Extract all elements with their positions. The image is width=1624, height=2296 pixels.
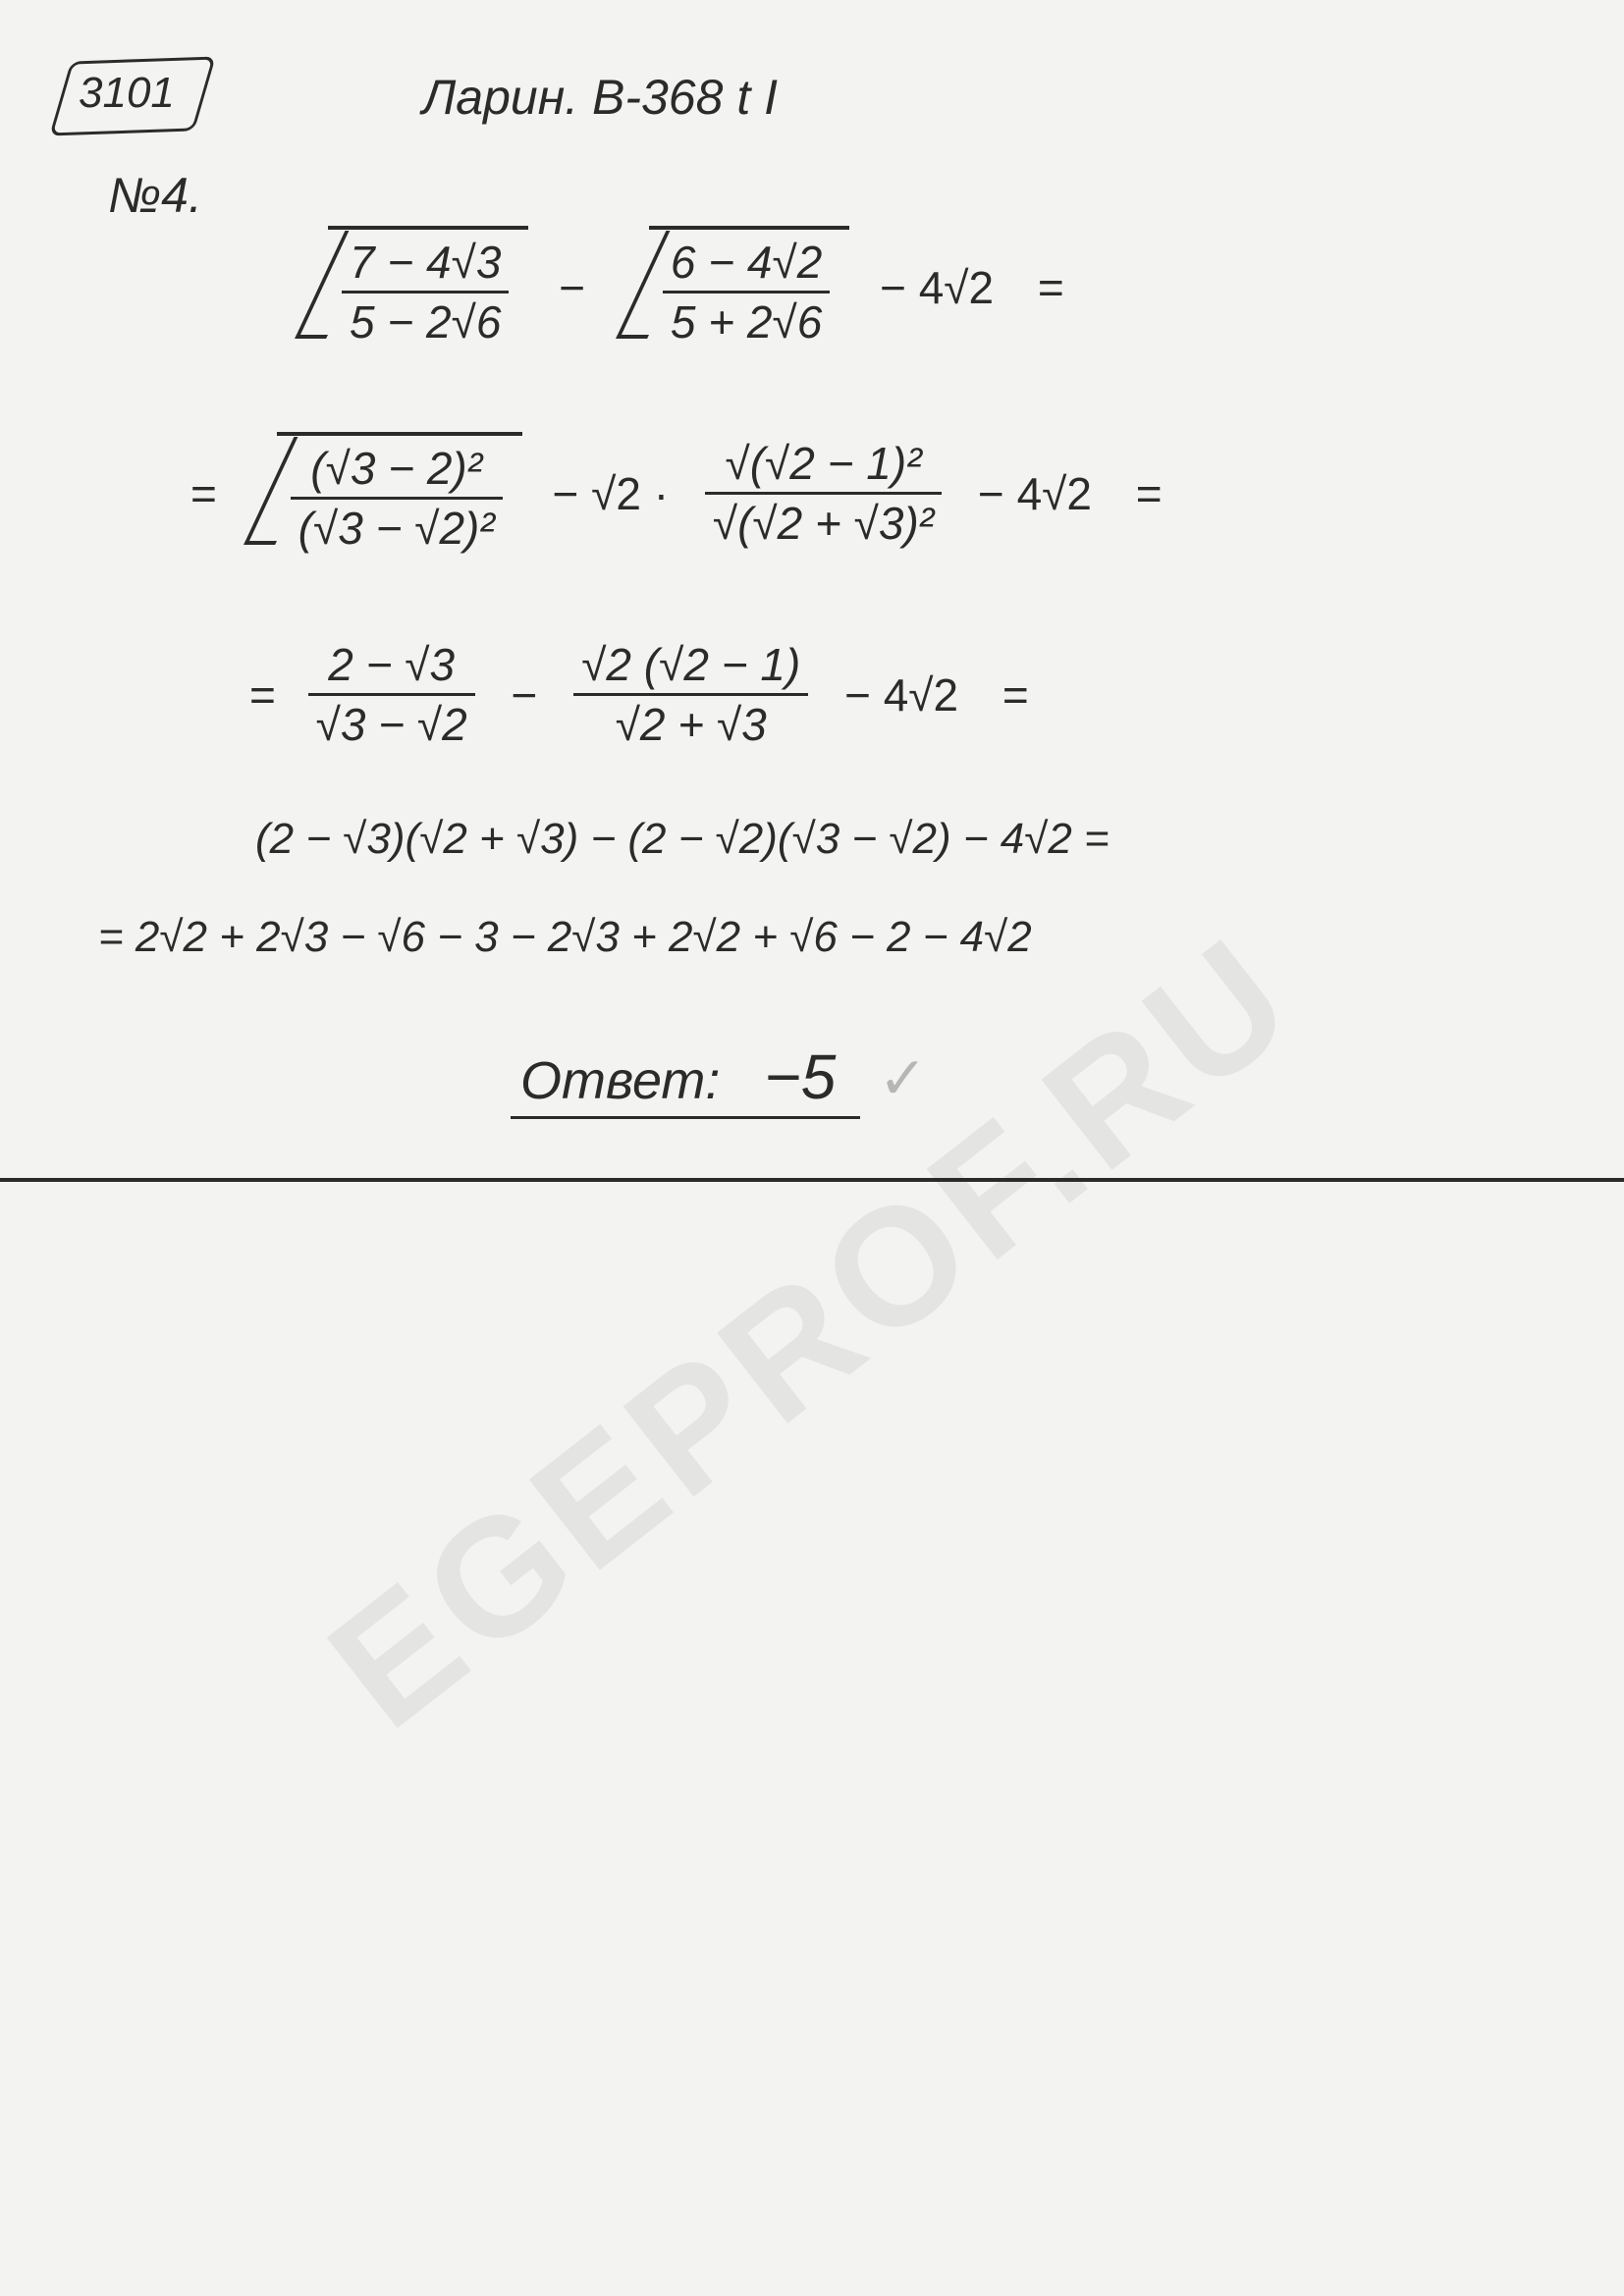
denominator: √2 + √3 bbox=[573, 693, 808, 751]
sqrt-term: (√3 − 2)² (√3 − √2)² bbox=[244, 432, 522, 555]
page-title: Ларин. В-368 t I bbox=[422, 69, 778, 126]
numerator: √2 (√2 − 1) bbox=[573, 638, 808, 693]
denominator: 5 − 2√6 bbox=[342, 291, 509, 348]
denominator: 5 + 2√6 bbox=[663, 291, 830, 348]
fraction: √2 (√2 − 1) √2 + √3 bbox=[573, 638, 808, 751]
denominator: (√3 − √2)² bbox=[291, 497, 503, 555]
math-line-2: = (√3 − 2)² (√3 − √2)² − √2 · √(√2 − 1)²… bbox=[177, 432, 1176, 555]
fraction: 2 − √3 √3 − √2 bbox=[308, 638, 475, 751]
math-line-4: (2 − √3)(√2 + √3) − (2 − √2)(√3 − √2) − … bbox=[255, 815, 1110, 864]
tail-term: − 4√2 bbox=[844, 668, 958, 721]
page: EGEPROF.RU 3101 Ларин. В-368 t I №4. 7 −… bbox=[0, 0, 1624, 2296]
sqrt-term: 6 − 4√2 5 + 2√6 bbox=[616, 226, 849, 348]
math-line-3: = 2 − √3 √3 − √2 − √2 (√2 − 1) √2 + √3 −… bbox=[236, 638, 1043, 751]
mid-op: − √2 · bbox=[552, 467, 669, 520]
tail-term: − 4√2 bbox=[978, 467, 1092, 520]
minus-op: − bbox=[512, 668, 538, 721]
tail-term: − 4√2 bbox=[880, 261, 994, 314]
watermark: EGEPROF.RU bbox=[295, 898, 1330, 1766]
equals: = bbox=[1002, 668, 1029, 721]
equals: = bbox=[1038, 261, 1064, 314]
divider bbox=[0, 1178, 1624, 1182]
numerator: (√3 − 2)² bbox=[291, 442, 503, 497]
numerator: √(√2 − 1)² bbox=[705, 437, 942, 492]
denominator: √(√2 + √3)² bbox=[705, 492, 942, 550]
numerator: 6 − 4√2 bbox=[663, 236, 830, 291]
badge-frame bbox=[49, 56, 216, 135]
fraction: √(√2 − 1)² √(√2 + √3)² bbox=[705, 437, 942, 550]
numerator: 2 − √3 bbox=[308, 638, 475, 693]
problem-number: №4. bbox=[108, 167, 202, 224]
equals: = bbox=[1136, 467, 1163, 520]
equals: = bbox=[190, 467, 217, 520]
page-id-badge: 3101 bbox=[79, 69, 175, 118]
answer-value: −5 bbox=[764, 1041, 836, 1112]
minus-op: − bbox=[559, 261, 585, 314]
checkmark-icon: ✓ bbox=[878, 1044, 927, 1113]
answer-row: Ответ: −5 ✓ bbox=[511, 1041, 928, 1113]
sqrt-term: 7 − 4√3 5 − 2√6 bbox=[295, 226, 528, 348]
math-line-1: 7 − 4√3 5 − 2√6 − 6 − 4√2 5 + 2√6 − 4√2 … bbox=[295, 226, 1078, 348]
answer-label: Ответ: bbox=[520, 1051, 720, 1110]
denominator: √3 − √2 bbox=[308, 693, 475, 751]
numerator: 7 − 4√3 bbox=[342, 236, 509, 291]
equals: = bbox=[249, 668, 276, 721]
math-line-5: = 2√2 + 2√3 − √6 − 3 − 2√3 + 2√2 + √6 − … bbox=[98, 913, 1032, 962]
